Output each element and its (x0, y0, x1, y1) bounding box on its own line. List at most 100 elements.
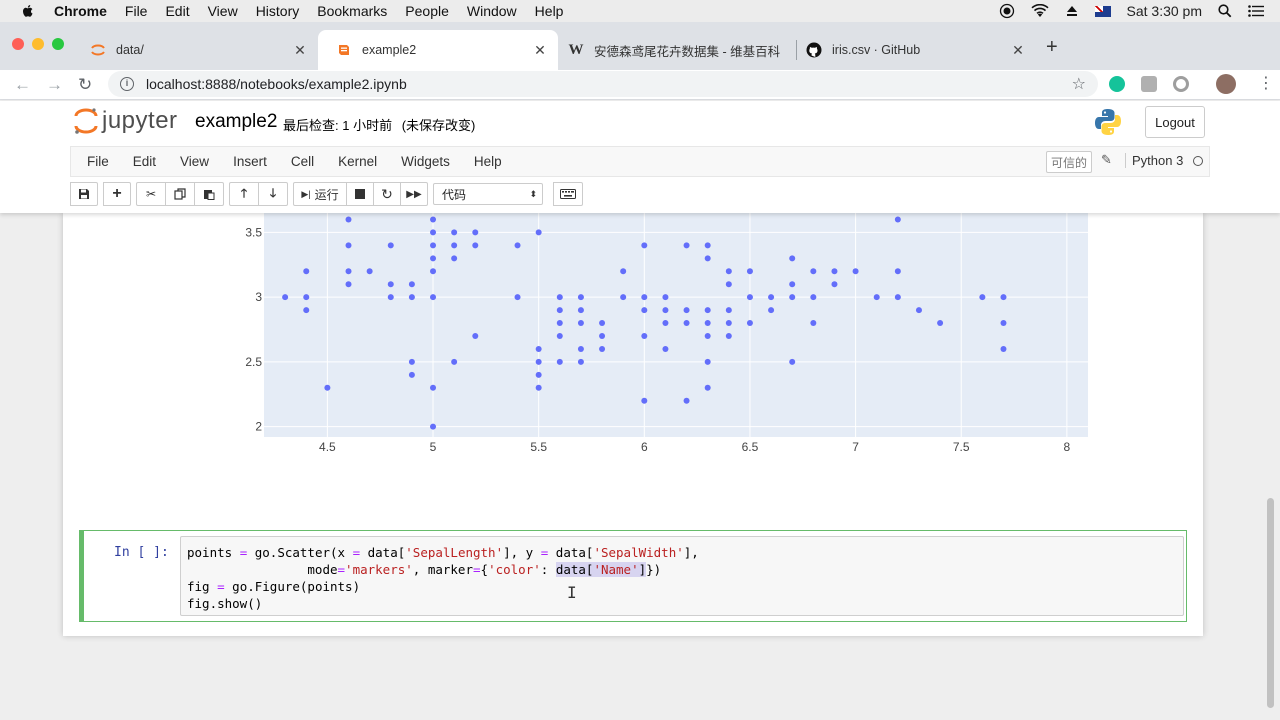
scatter-point[interactable] (789, 358, 796, 365)
scatter-point[interactable] (915, 307, 922, 314)
tab-wikipedia[interactable]: W 安德森鸢尾花卉数据集 - 维基百科 (558, 30, 796, 70)
scatter-point[interactable] (894, 216, 901, 223)
info-icon[interactable]: i (120, 77, 134, 91)
scatter-point[interactable] (387, 294, 394, 301)
scatter-point[interactable] (641, 242, 648, 249)
save-button[interactable] (70, 182, 98, 206)
scatter-point[interactable] (599, 345, 606, 352)
scatter-point[interactable] (282, 294, 289, 301)
menubar-clock[interactable]: Sat 3:30 pm (1126, 3, 1203, 19)
menu-widgets[interactable]: Widgets (401, 154, 450, 169)
scatter-point[interactable] (387, 242, 394, 249)
scatter-point[interactable] (873, 294, 880, 301)
menu-kernel[interactable]: Kernel (338, 154, 378, 169)
scatter-point[interactable] (683, 242, 690, 249)
scatter-point[interactable] (430, 242, 437, 249)
scatter-point[interactable] (725, 307, 732, 314)
scatter-point[interactable] (810, 294, 817, 301)
scatter-point[interactable] (535, 384, 542, 391)
scatter-point[interactable] (430, 268, 437, 275)
scatter-point[interactable] (514, 242, 521, 249)
profile-avatar[interactable] (1216, 74, 1236, 94)
back-arrow-icon[interactable]: ← (14, 75, 31, 94)
scatter-point[interactable] (430, 294, 437, 301)
scatter-point[interactable] (852, 268, 859, 275)
scatter-point[interactable] (725, 281, 732, 288)
scatter-point[interactable] (324, 384, 331, 391)
scatter-point[interactable] (408, 294, 415, 301)
forward-arrow-icon[interactable]: → (46, 75, 63, 94)
tab-data[interactable]: data/ ✕ (72, 30, 318, 70)
menu-view[interactable]: View (180, 154, 210, 169)
scatter-plot[interactable]: 4.5 5 5.5 6 6.5 7 7.5 8 2 2.5 3 3.5 (0, 213, 1280, 473)
scatter-point[interactable] (831, 281, 838, 288)
close-icon[interactable]: ✕ (1012, 41, 1024, 58)
pencil-icon[interactable]: ✎ (1101, 152, 1112, 167)
scatter-point[interactable] (704, 384, 711, 391)
scatter-point[interactable] (303, 268, 310, 275)
scatter-point[interactable] (810, 320, 817, 327)
scatter-point[interactable] (408, 371, 415, 378)
scatter-point[interactable] (472, 333, 479, 340)
scatter-point[interactable] (641, 397, 648, 404)
scatter-point[interactable] (704, 242, 711, 249)
scatter-point[interactable] (768, 294, 775, 301)
scatter-point[interactable] (725, 333, 732, 340)
scatter-point[interactable] (345, 268, 352, 275)
scatter-point[interactable] (556, 307, 563, 314)
scatter-point[interactable] (430, 229, 437, 236)
menu-insert[interactable]: Insert (233, 154, 267, 169)
scatter-point[interactable] (599, 320, 606, 327)
menubar-people[interactable]: People (405, 3, 449, 19)
scatter-point[interactable] (746, 268, 753, 275)
scatter-point[interactable] (683, 307, 690, 314)
scatter-point[interactable] (704, 358, 711, 365)
scatter-point[interactable] (451, 229, 458, 236)
grammarly-extension-icon[interactable] (1109, 76, 1125, 92)
menubar-file[interactable]: File (124, 3, 148, 19)
paste-button[interactable] (194, 182, 224, 206)
scatter-point[interactable] (345, 281, 352, 288)
notification-center-icon[interactable] (1248, 5, 1264, 17)
scatter-point[interactable] (430, 423, 437, 430)
browser-menu-kebab-icon[interactable]: ⋮ (1258, 75, 1274, 92)
menubar-history[interactable]: History (255, 3, 300, 19)
notebook-name[interactable]: example2 (195, 111, 278, 132)
record-icon[interactable] (999, 3, 1015, 19)
scatter-point[interactable] (894, 268, 901, 275)
jupyter-logo[interactable]: jupyter (74, 107, 178, 135)
move-up-button[interactable]: 🡑 (229, 182, 259, 206)
scatter-point[interactable] (620, 268, 627, 275)
scatter-point[interactable] (725, 268, 732, 275)
address-bar[interactable]: i localhost:8888/notebooks/example2.ipyn… (108, 71, 1098, 97)
scatter-point[interactable] (366, 268, 373, 275)
scatter-point[interactable] (1000, 345, 1007, 352)
logout-button[interactable]: Logout (1145, 106, 1205, 138)
window-minimize-button[interactable] (32, 38, 44, 50)
scatter-point[interactable] (620, 294, 627, 301)
restart-run-all-button[interactable]: ▶▶ (400, 182, 428, 206)
scatter-point[interactable] (556, 333, 563, 340)
scatter-point[interactable] (514, 294, 521, 301)
scatter-point[interactable] (831, 268, 838, 275)
scatter-point[interactable] (704, 307, 711, 314)
copy-button[interactable] (165, 182, 195, 206)
scatter-point[interactable] (599, 333, 606, 340)
scatter-point[interactable] (1000, 294, 1007, 301)
scatter-point[interactable] (535, 229, 542, 236)
run-button[interactable]: ▶| 运行 (293, 182, 347, 206)
scatter-point[interactable] (472, 242, 479, 249)
scatter-point[interactable] (577, 320, 584, 327)
menubar-app-name[interactable]: Chrome (54, 3, 107, 19)
extension-puzzle-icon[interactable] (1141, 76, 1157, 92)
scrollbar-thumb[interactable] (1267, 498, 1274, 708)
scatter-point[interactable] (662, 320, 669, 327)
extension-circle-icon[interactable] (1173, 76, 1189, 92)
reload-icon[interactable]: ↻ (78, 75, 93, 94)
scatter-point[interactable] (451, 358, 458, 365)
scatter-point[interactable] (303, 307, 310, 314)
scatter-point[interactable] (894, 294, 901, 301)
scatter-point[interactable] (535, 371, 542, 378)
scatter-point[interactable] (345, 242, 352, 249)
url-text[interactable]: localhost:8888/notebooks/example2.ipynb (146, 76, 407, 92)
